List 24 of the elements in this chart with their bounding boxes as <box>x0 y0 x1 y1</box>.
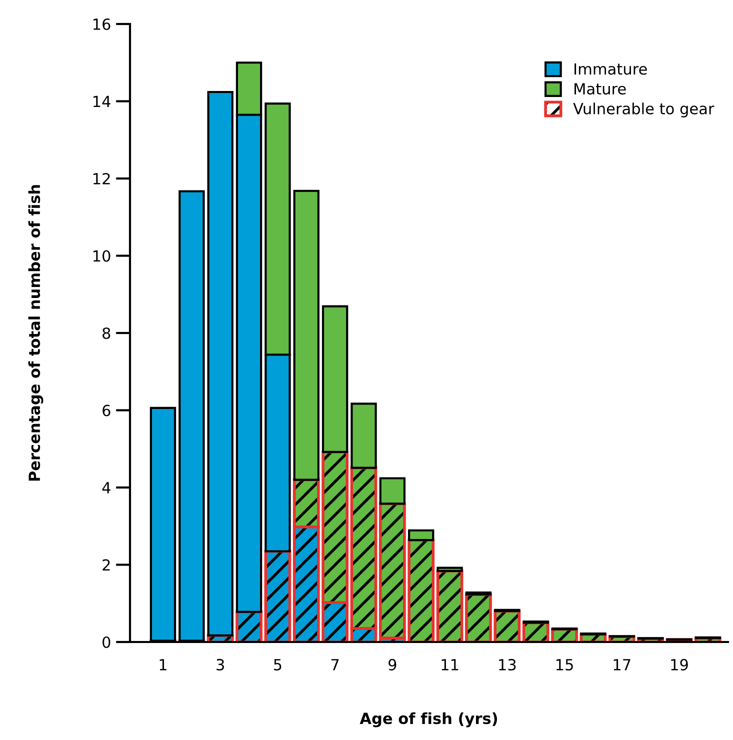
legend-label: Mature <box>574 83 626 95</box>
y-tick-label: 8 <box>102 327 110 340</box>
y-tick-label: 0 <box>102 636 110 648</box>
y-tick-label: 2 <box>102 559 110 571</box>
x-tick-label: 13 <box>499 658 516 670</box>
x-tick-label: 3 <box>216 658 224 670</box>
x-tick-label: 1 <box>160 659 166 670</box>
legend-label: Immature <box>574 63 647 75</box>
y-axis-title: Percentage of total number of fish <box>28 185 44 481</box>
y-tick-label: 4 <box>102 482 110 494</box>
x-tick-label: 5 <box>274 659 282 670</box>
y-tick-label: 12 <box>93 172 110 184</box>
x-tick-label: 7 <box>331 659 339 670</box>
x-tick-label: 19 <box>671 658 688 670</box>
legend-label: Vulnerable to gear <box>573 102 714 118</box>
x-tick-label: 17 <box>614 659 630 670</box>
y-tick-label: 14 <box>93 96 110 108</box>
x-tick-label: 9 <box>388 658 396 670</box>
y-tick-label: 10 <box>93 250 110 262</box>
x-tick-label: 15 <box>556 659 573 670</box>
y-tick-label: 16 <box>93 18 110 30</box>
x-axis-title: Age of fish (yrs) <box>360 712 498 728</box>
x-tick-label: 11 <box>442 659 458 670</box>
y-tick-label: 6 <box>102 404 110 416</box>
